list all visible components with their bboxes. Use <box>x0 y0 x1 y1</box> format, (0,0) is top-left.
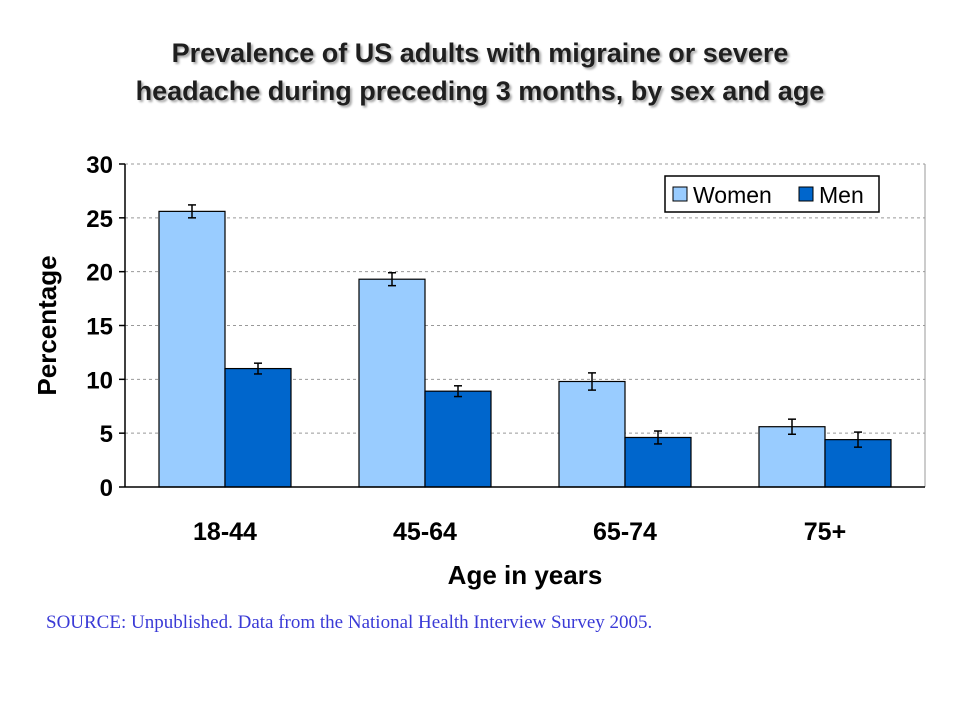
axes <box>119 163 925 488</box>
x-tick-label: 45-64 <box>393 518 457 546</box>
y-tick-label: 20 <box>86 260 113 287</box>
legend-label-men: Men <box>819 182 864 208</box>
x-tick-label: 65-74 <box>593 518 657 546</box>
bar-men <box>424 390 492 488</box>
bar-women <box>358 278 426 488</box>
bar-women <box>558 380 626 488</box>
bar-men <box>224 367 292 488</box>
chart-title: Prevalence of US adults with migraine or… <box>20 34 940 110</box>
y-tick-label: 15 <box>86 314 113 341</box>
legend: Women Men <box>664 175 880 213</box>
x-tick-label: 18-44 <box>193 518 257 546</box>
chart-title-line-2: headache during preceding 3 months, by s… <box>135 76 825 106</box>
chart-title-line-1: Prevalence of US adults with migraine or… <box>171 38 789 68</box>
legend-box <box>664 175 880 213</box>
bar-women <box>758 426 826 488</box>
y-tick-label: 0 <box>100 475 113 502</box>
legend-label-women: Women <box>693 182 772 208</box>
axis-labels: 0 5 10 15 20 25 30 18-44 45-64 65-74 75+ Age in yea… <box>32 152 846 590</box>
y-tick-label: 5 <box>100 421 113 448</box>
bar-men <box>624 436 692 488</box>
legend-swatch-men <box>798 186 814 202</box>
bar-women <box>158 210 226 488</box>
legend-swatch-women <box>672 186 688 202</box>
y-tick-label: 30 <box>86 152 113 179</box>
y-tick-label: 10 <box>86 367 113 394</box>
x-tick-label: 75+ <box>804 518 846 546</box>
source-note: SOURCE: Unpublished. Data from the Natio… <box>46 612 653 633</box>
bar-chart: 0 5 10 15 20 25 30 18-44 45-64 65-74 75+ Age in yea… <box>32 152 926 590</box>
bars <box>158 204 892 488</box>
y-axis-title: Percentage <box>32 255 62 395</box>
x-axis-title: Age in years <box>448 560 603 590</box>
y-tick-label: 25 <box>86 206 113 233</box>
